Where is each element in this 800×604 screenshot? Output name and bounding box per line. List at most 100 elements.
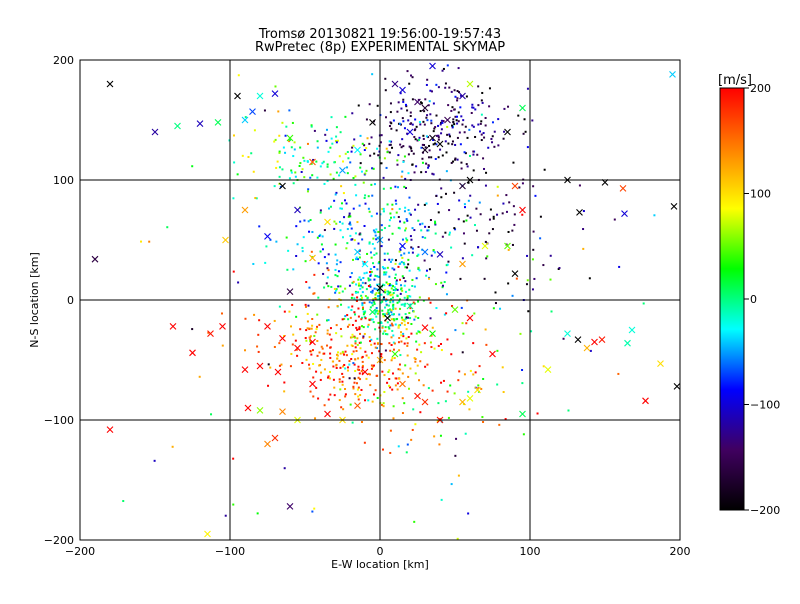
data-point-dot xyxy=(352,258,355,261)
data-point-dot xyxy=(472,169,475,172)
data-point-dot xyxy=(419,110,422,113)
data-point-dot xyxy=(316,176,319,179)
data-point-dot xyxy=(409,235,412,238)
data-point-dot xyxy=(386,293,389,296)
data-point-dot xyxy=(395,288,398,291)
data-point-dot xyxy=(388,219,391,222)
data-point-dot xyxy=(395,202,398,205)
data-point-dot xyxy=(305,358,308,361)
data-point-dot xyxy=(352,362,355,365)
data-point-dot xyxy=(281,168,284,171)
data-point-dot xyxy=(496,194,499,197)
data-point-dot xyxy=(411,123,414,126)
data-point-dot xyxy=(298,165,301,168)
data-point-dot xyxy=(400,340,403,343)
data-point-dot xyxy=(313,273,316,276)
data-point-dot xyxy=(389,294,392,297)
data-point-dot xyxy=(357,242,360,245)
data-point-dot xyxy=(344,287,347,290)
data-point-dot xyxy=(210,413,213,416)
data-point-dot xyxy=(491,121,494,124)
data-point-dot xyxy=(422,137,425,140)
data-point-dot xyxy=(306,142,309,145)
data-point-dot xyxy=(392,306,395,309)
data-point-dot xyxy=(244,317,247,320)
data-point-cross xyxy=(459,260,466,268)
data-point-dot xyxy=(423,144,426,147)
data-point-dot xyxy=(460,167,463,170)
data-point-dot xyxy=(448,135,451,138)
data-point-dot xyxy=(441,154,444,157)
data-point-dot xyxy=(410,332,413,335)
data-point-dot xyxy=(306,320,309,323)
data-point-dot xyxy=(376,268,379,271)
data-point-dot xyxy=(493,130,496,133)
data-point-dot xyxy=(370,301,373,304)
data-point-dot xyxy=(320,358,323,361)
data-point-cross xyxy=(429,62,436,70)
data-point-dot xyxy=(334,193,337,196)
data-point-dot xyxy=(356,343,359,346)
data-point-dot xyxy=(316,146,319,149)
data-point-dot xyxy=(452,118,455,121)
data-point-dot xyxy=(376,312,379,315)
data-point-dot xyxy=(452,160,455,163)
y-tick-label: −100 xyxy=(44,414,74,427)
data-point-dot xyxy=(478,201,481,204)
data-point-dot xyxy=(420,351,423,354)
data-point-cross xyxy=(474,386,481,394)
data-point-dot xyxy=(296,354,299,357)
data-point-dot xyxy=(417,138,420,141)
data-point-cross xyxy=(354,402,361,409)
data-point-dot xyxy=(375,228,378,231)
data-point-dot xyxy=(465,95,468,98)
data-point-cross xyxy=(294,206,301,214)
data-point-dot xyxy=(493,145,496,148)
data-point-dot xyxy=(346,366,349,369)
data-point-dot xyxy=(468,128,471,131)
data-point-dot xyxy=(276,160,279,163)
data-point-dot xyxy=(305,281,308,284)
data-point-dot xyxy=(526,254,529,257)
data-point-dot xyxy=(376,342,379,345)
data-point-dot xyxy=(445,271,448,274)
data-point-dot xyxy=(371,242,374,245)
data-point-dot xyxy=(369,268,372,271)
data-point-dot xyxy=(398,363,401,366)
data-point-dot xyxy=(419,123,422,126)
data-point-cross xyxy=(151,128,159,136)
data-point-dot xyxy=(303,176,306,179)
data-point-dot xyxy=(381,300,384,303)
data-point-dot xyxy=(363,316,366,319)
data-point-dot xyxy=(313,292,316,295)
data-point-dot xyxy=(322,160,325,163)
data-point-dot xyxy=(374,310,377,313)
data-point-dot xyxy=(489,208,492,211)
data-point-dot xyxy=(414,423,417,426)
data-point-dot xyxy=(352,387,355,390)
data-point-dot xyxy=(371,289,374,292)
data-point-dot xyxy=(337,285,340,288)
data-point-dot xyxy=(446,64,449,67)
data-point-dot xyxy=(427,387,430,390)
data-point-dot xyxy=(340,406,343,409)
data-point-dot xyxy=(423,259,426,262)
data-point-dot xyxy=(307,304,310,307)
data-point-dot xyxy=(290,352,293,355)
data-point-dot xyxy=(314,331,317,334)
data-point-dot xyxy=(472,342,475,345)
data-point-dot xyxy=(380,245,383,248)
data-point-dot xyxy=(404,280,407,283)
data-point-dot xyxy=(418,296,421,299)
data-point-dot xyxy=(407,251,410,254)
data-point-dot xyxy=(346,325,349,328)
data-point-cross xyxy=(511,182,519,190)
x-tick-label: −200 xyxy=(65,545,95,558)
data-point-dot xyxy=(387,312,390,315)
data-point-dot xyxy=(269,238,272,241)
data-point-cross xyxy=(264,323,271,330)
data-point-dot xyxy=(338,291,341,294)
data-point-dot xyxy=(346,242,349,245)
data-point-cross xyxy=(436,140,444,148)
data-point-dot xyxy=(356,296,359,299)
